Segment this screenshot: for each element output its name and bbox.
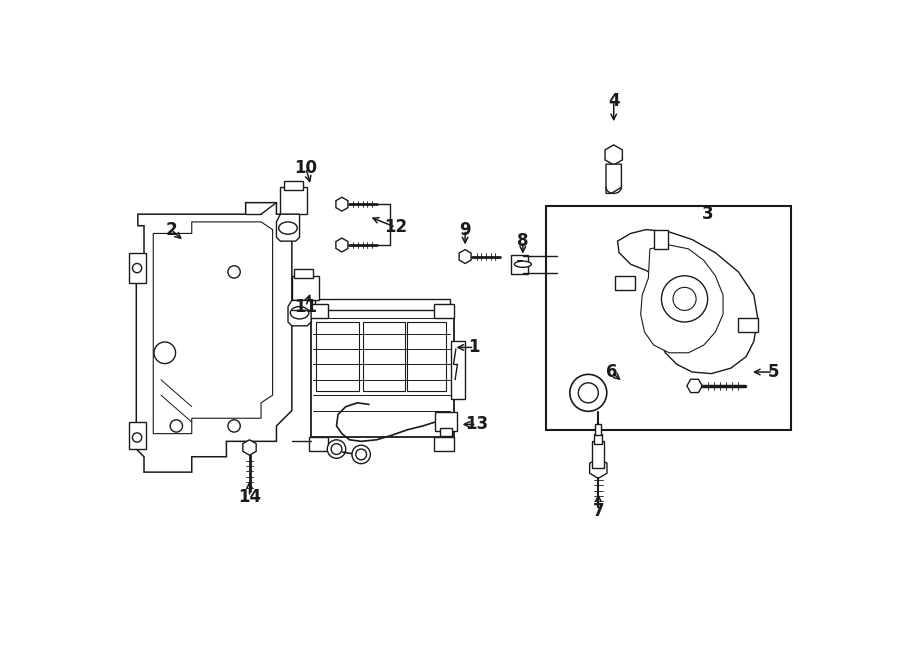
Polygon shape	[336, 197, 348, 211]
Polygon shape	[641, 245, 723, 353]
Bar	[294, 269, 313, 278]
Circle shape	[352, 445, 371, 463]
Text: 13: 13	[465, 415, 488, 434]
Ellipse shape	[548, 261, 565, 267]
Polygon shape	[617, 230, 758, 373]
Bar	[592, 442, 605, 468]
Polygon shape	[276, 214, 300, 241]
Bar	[315, 299, 450, 310]
Circle shape	[170, 420, 183, 432]
Bar	[653, 230, 668, 249]
Circle shape	[570, 374, 607, 411]
Polygon shape	[590, 458, 607, 479]
Bar	[616, 276, 634, 290]
Text: 1: 1	[469, 338, 480, 356]
Polygon shape	[459, 250, 471, 263]
Polygon shape	[288, 301, 311, 326]
Circle shape	[132, 433, 141, 442]
Bar	[317, 322, 359, 391]
Polygon shape	[153, 222, 273, 434]
Circle shape	[154, 342, 176, 363]
Bar	[435, 438, 454, 451]
Polygon shape	[243, 440, 256, 455]
Circle shape	[132, 263, 141, 273]
Circle shape	[228, 265, 240, 278]
Bar	[451, 341, 465, 399]
Bar	[363, 322, 405, 391]
Bar	[595, 424, 601, 435]
Bar	[129, 422, 146, 449]
Polygon shape	[336, 238, 348, 252]
Text: 4: 4	[608, 92, 619, 110]
Bar	[408, 322, 446, 391]
Text: 7: 7	[592, 502, 604, 520]
Bar	[595, 434, 602, 444]
Text: 2: 2	[165, 220, 176, 238]
Bar	[292, 276, 319, 301]
Bar	[309, 438, 328, 451]
Text: 9: 9	[459, 220, 471, 238]
Bar	[309, 305, 328, 318]
Text: 3: 3	[702, 205, 714, 223]
Text: 5: 5	[768, 363, 778, 381]
Circle shape	[579, 383, 599, 403]
Bar	[435, 305, 454, 318]
Circle shape	[331, 444, 342, 454]
Circle shape	[228, 420, 240, 432]
Bar	[738, 318, 758, 332]
Circle shape	[328, 440, 346, 458]
Text: 11: 11	[294, 298, 317, 316]
Text: 12: 12	[384, 218, 408, 236]
Ellipse shape	[291, 307, 309, 319]
Circle shape	[673, 287, 696, 310]
Polygon shape	[687, 379, 702, 393]
Text: 8: 8	[518, 232, 528, 250]
Text: 10: 10	[294, 159, 317, 177]
Circle shape	[662, 276, 707, 322]
Text: 6: 6	[606, 363, 617, 381]
Bar	[129, 253, 146, 283]
Circle shape	[356, 449, 366, 460]
Bar	[546, 207, 791, 430]
Polygon shape	[136, 203, 292, 472]
Bar	[435, 412, 456, 430]
Polygon shape	[605, 145, 623, 165]
Bar	[311, 307, 454, 438]
Bar	[511, 255, 528, 274]
Polygon shape	[606, 164, 621, 193]
Text: 14: 14	[238, 488, 261, 506]
Ellipse shape	[279, 222, 297, 234]
Bar	[284, 181, 303, 190]
Bar	[280, 187, 307, 214]
Bar	[440, 428, 452, 436]
Ellipse shape	[515, 261, 531, 267]
